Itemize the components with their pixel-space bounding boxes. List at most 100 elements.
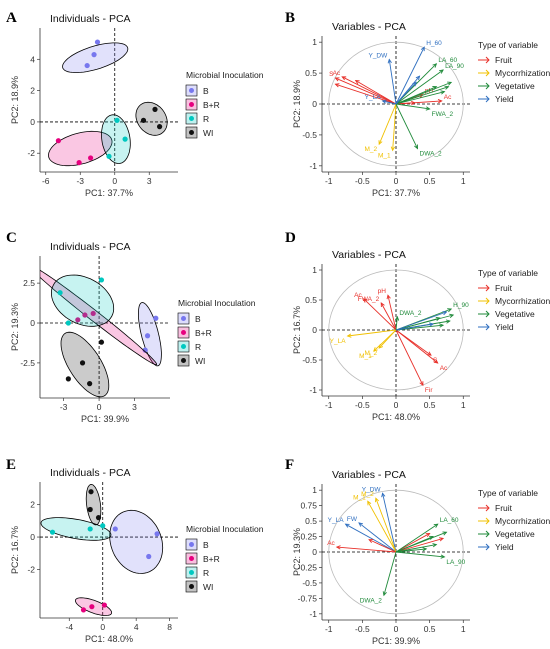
arrow-head — [428, 535, 434, 540]
arrow-head — [390, 146, 396, 152]
confidence-ellipse-b — [109, 509, 164, 574]
legend-key-dot — [181, 316, 186, 321]
y-axis-label: PC2: 18.9% — [10, 76, 20, 124]
point-b — [91, 52, 97, 58]
legend-key-dot — [189, 556, 194, 561]
arrow-head — [432, 63, 438, 68]
loading-arrow-fruit — [335, 77, 397, 105]
arrow-head — [449, 313, 455, 318]
panel-letter: F — [285, 457, 294, 473]
y-tick-label: 1 — [312, 265, 317, 275]
y-tick-label: -0.5 — [302, 130, 317, 140]
loading-arrow-vegetative — [395, 69, 444, 105]
arrow-head — [346, 333, 352, 338]
loading-arrow-fruit — [355, 80, 397, 105]
arrow-head — [420, 46, 425, 52]
arrow-head — [440, 554, 446, 559]
y-tick-label: -2 — [27, 564, 35, 574]
loading-arrow-yield — [395, 82, 417, 105]
x-tick-label: -1 — [325, 624, 333, 634]
y-axis-label: PC2: 18.9% — [292, 80, 302, 128]
legend-key-dot — [181, 344, 186, 349]
legend-label: Fruit — [495, 283, 513, 293]
legend-title: Type of variable — [478, 268, 538, 278]
variable-label: FWA_2 — [432, 111, 454, 118]
panel-f: F Variables - PCA -1 -0.5 0 0.5 1 -1 -0.75 -0.5 -0… — [285, 457, 550, 646]
legend-key-arrow — [485, 323, 490, 331]
variable-label: LA_60 — [440, 517, 459, 524]
arrow-head — [432, 86, 438, 91]
legend-label: Vegetative — [495, 309, 535, 319]
arrow-head — [382, 591, 387, 597]
y-tick-label: 0.25 — [300, 532, 317, 542]
arrow-head — [419, 381, 424, 387]
legend-title: Microbial Inoculation — [178, 298, 256, 308]
y-axis-label: PC2: 19.3% — [292, 528, 302, 576]
legend-key-dot — [189, 88, 194, 93]
chart-title: Individuals - PCA — [50, 13, 131, 25]
loading-arrow-yield — [382, 493, 397, 553]
arrow-head — [432, 543, 438, 548]
loading-arrow-fruit — [395, 537, 444, 553]
arrow-head — [429, 322, 435, 327]
correlation-circle — [328, 41, 464, 167]
legend-key-arrow — [485, 530, 490, 538]
legend-label: Mycorrhization — [495, 516, 550, 526]
variable-label: Ac — [444, 94, 452, 101]
loading-arrow-yield — [395, 323, 434, 331]
arrow-head — [444, 85, 450, 90]
variable-label: M_2 — [365, 350, 378, 357]
variable-label: LA_90 — [446, 559, 465, 566]
arrow-head — [381, 99, 387, 104]
point-wi — [152, 106, 158, 112]
arrow-head — [447, 308, 453, 313]
loading-arrow-yield — [395, 311, 447, 331]
legend-key-arrow — [485, 284, 490, 292]
loading-arrow-vegetative — [395, 324, 444, 331]
loading-arrow-fruit — [380, 302, 397, 331]
x-tick-label: 1 — [461, 400, 466, 410]
y-axis-label: PC2: 16.7% — [292, 306, 302, 354]
variable-label: M_1 — [378, 152, 391, 159]
x-tick-label: 8 — [167, 622, 172, 632]
arrow-head — [335, 545, 341, 550]
legend-key-dot — [181, 358, 186, 363]
legend-key-dot — [189, 570, 194, 575]
point-r — [87, 526, 93, 532]
legend-label: Yield — [495, 322, 514, 332]
legend-label: R — [195, 342, 201, 352]
legend-key-dot — [189, 584, 194, 589]
point-b-r — [88, 155, 94, 161]
variable-label: H_90 — [453, 302, 469, 309]
loading-arrow-fruit — [395, 100, 442, 105]
x-axis-label: PC1: 48.0% — [85, 634, 133, 644]
legend-key-arrow — [485, 517, 490, 525]
variable-label: DWA_2 — [399, 310, 422, 317]
chart-title: Variables - PCA — [332, 21, 406, 33]
y-tick-label: 0 — [30, 117, 35, 127]
point-b — [142, 347, 148, 353]
point-b-r — [89, 604, 95, 610]
x-tick-label: 0 — [394, 400, 399, 410]
x-tick-label: 1 — [461, 624, 466, 634]
x-tick-label: -0.5 — [355, 624, 370, 634]
arrow-head — [447, 81, 453, 86]
arrow-head — [433, 523, 439, 528]
legend-title: Microbial Inoculation — [186, 70, 264, 80]
loading-arrow-mycorrhization — [378, 329, 397, 349]
loading-arrow-vegetative — [383, 551, 397, 596]
legend-key-arrow — [485, 69, 490, 77]
correlation-circle — [328, 489, 464, 615]
x-tick-label: 0 — [394, 624, 399, 634]
chart-title: Individuals - PCA — [50, 467, 131, 479]
arrow-head — [368, 539, 374, 544]
legend-title: Microbial Inoculation — [186, 524, 264, 534]
legend-label: B — [203, 86, 209, 96]
loading-arrow-vegetative — [395, 317, 440, 331]
x-tick-label: -3 — [76, 176, 84, 186]
variable-label: LA_60 — [438, 57, 457, 64]
y-tick-label: 4 — [30, 54, 35, 64]
variable-label: LA_90 — [445, 63, 464, 70]
chart-title: Variables - PCA — [332, 469, 406, 481]
variable-label: DWA_2 — [420, 151, 443, 158]
